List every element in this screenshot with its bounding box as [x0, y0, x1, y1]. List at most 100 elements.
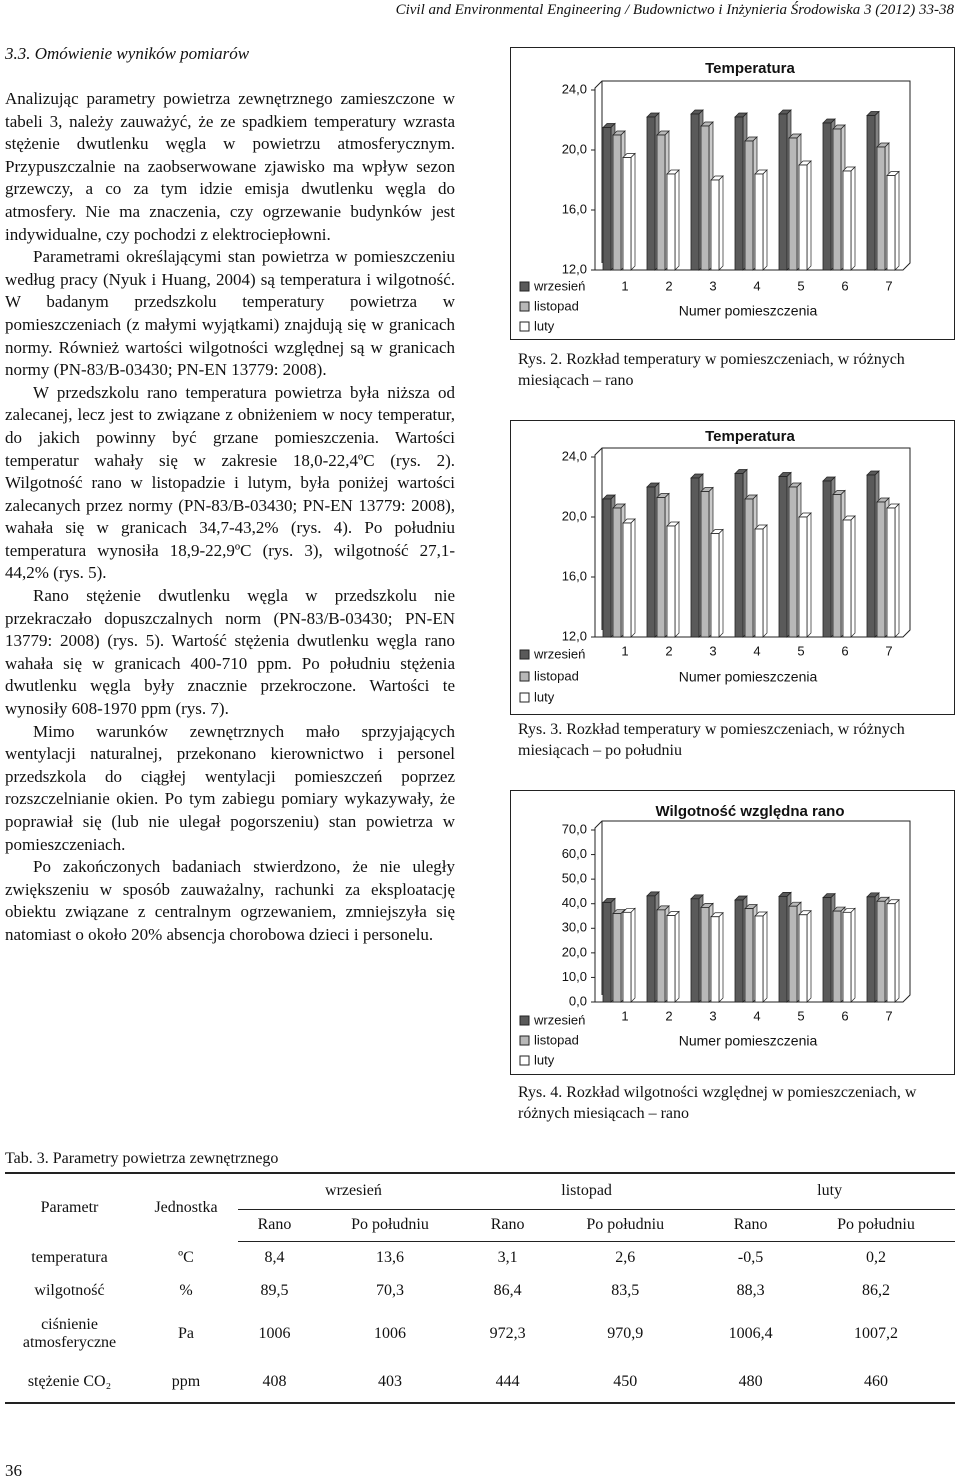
- bar: [842, 519, 852, 638]
- bar-side: [850, 907, 856, 1003]
- x-tick-label: 2: [665, 1008, 672, 1023]
- column-header: Jednostka: [134, 1172, 238, 1241]
- x-tick-label: 6: [841, 643, 848, 658]
- bar: [700, 491, 710, 638]
- table-cell: 408: [238, 1361, 311, 1404]
- bar: [646, 486, 656, 638]
- y-tick-label: 16,0: [562, 201, 587, 216]
- bar: [622, 157, 632, 271]
- table-cell: 8,4: [264, 1248, 285, 1266]
- table-cell: ºC: [178, 1248, 194, 1266]
- table-row: Rano Po południu Rano Po południu Rano Po poł…: [5, 1209, 955, 1242]
- bar-side: [806, 909, 812, 1003]
- bar-side: [674, 521, 680, 638]
- bar-side: [674, 169, 680, 271]
- bar: [832, 910, 842, 1003]
- x-tick-label: 3: [709, 1008, 716, 1023]
- table-cell: stężenie CO₂: [5, 1361, 134, 1404]
- bar: [666, 173, 676, 271]
- x-axis-label: Numer pomieszczenia: [679, 669, 818, 685]
- bar-side: [630, 518, 636, 638]
- table-cell: 1006,4: [728, 1325, 773, 1342]
- bar: [734, 899, 744, 1003]
- table-cell: 2,6: [615, 1248, 636, 1266]
- column-subheader: Po południu: [310, 1209, 469, 1242]
- column-header: listopad: [468, 1172, 705, 1210]
- bar: [754, 528, 764, 638]
- chart: Wilgotność względna rano 0,0 10,0 20,0 30,0 4…: [510, 790, 955, 1075]
- column-subheader: Rano: [704, 1209, 797, 1242]
- bar: [842, 170, 852, 271]
- legend-label: listopad: [534, 1032, 579, 1047]
- paragraph: Rano stężenie dwutlenku węgla w przedszk…: [5, 586, 455, 719]
- bar-side: [850, 166, 856, 271]
- bar: [700, 125, 710, 271]
- bar: [744, 908, 754, 1003]
- chart-title: Temperatura: [705, 428, 795, 445]
- bar: [710, 916, 720, 1003]
- paragraph: W przedszkolu rano temperatura powietrza…: [5, 382, 455, 583]
- bar: [866, 896, 876, 1003]
- table-cell: ppm: [134, 1361, 238, 1404]
- bar-side: [894, 898, 900, 1003]
- y-tick-label: 0,0: [569, 993, 587, 1008]
- bar-side: [674, 910, 680, 1003]
- y-tick-label: 24,0: [562, 81, 587, 96]
- paragraph: Po zakończonych badaniach stwierdzono, ż…: [5, 857, 455, 944]
- page-number: 36: [5, 1461, 22, 1480]
- legend-swatch: [519, 1035, 530, 1046]
- bar: [656, 497, 666, 638]
- table-caption: Tab. 3. Parametry powietrza zewnętrznego: [5, 1150, 279, 1167]
- x-tick-label: 5: [797, 278, 804, 293]
- bar: [798, 914, 808, 1003]
- legend-swatch: [519, 1055, 530, 1066]
- bar: [822, 122, 832, 271]
- bar-side: [894, 503, 900, 638]
- bar: [832, 494, 842, 638]
- table-cell: 13,6: [375, 1248, 404, 1266]
- legend-label: listopad: [534, 298, 579, 313]
- y-tick-label: 12,0: [562, 628, 587, 643]
- legend-swatch: [519, 281, 530, 292]
- x-tick-label: 5: [797, 643, 804, 658]
- bar: [656, 134, 666, 271]
- legend-label: wrzesień: [533, 646, 585, 661]
- chart-frame: [510, 790, 955, 1075]
- bar: [710, 179, 720, 271]
- bar: [822, 897, 832, 1003]
- bar: [842, 911, 852, 1003]
- x-axis-label: Numer pomieszczenia: [679, 303, 818, 319]
- legend-label: luty: [534, 318, 555, 333]
- bar-side: [762, 911, 768, 1003]
- column-header: wrzesień: [238, 1172, 469, 1210]
- legend-label: luty: [534, 689, 555, 704]
- legend-label: wrzesień: [533, 278, 585, 293]
- bar: [744, 140, 754, 271]
- table-cell: 3,1: [497, 1248, 518, 1266]
- bar: [602, 498, 612, 638]
- bar: [666, 525, 676, 638]
- bar: [876, 146, 886, 271]
- table-cell: 89,5: [260, 1281, 289, 1299]
- body-text: Analizując parametry powietrza zewnętrzn…: [5, 88, 455, 947]
- table-cell: ciśnienie atmosferyczne: [22, 1316, 117, 1351]
- table-cell: 1007,2: [853, 1325, 898, 1342]
- x-tick-label: 7: [885, 643, 892, 658]
- y-tick-label: 20,0: [562, 944, 587, 959]
- table-cell: wilgotność: [34, 1281, 105, 1299]
- bar-side: [718, 175, 724, 271]
- legend-swatch: [519, 649, 530, 660]
- bar: [646, 895, 656, 1003]
- table-cell: 970,9: [607, 1325, 644, 1342]
- x-tick-label: 4: [753, 1008, 760, 1023]
- bar: [612, 913, 622, 1003]
- table-row: ciśnienie atmosferyczne Pa 1006 1006 972,3 97…: [5, 1307, 955, 1361]
- x-tick-label: 4: [753, 643, 760, 658]
- column-subheader: Po południu: [796, 1209, 955, 1242]
- bar: [832, 128, 842, 271]
- bar-side: [630, 152, 636, 271]
- x-tick-label: 6: [841, 278, 848, 293]
- bar: [876, 501, 886, 638]
- x-tick-label: 1: [621, 1008, 628, 1023]
